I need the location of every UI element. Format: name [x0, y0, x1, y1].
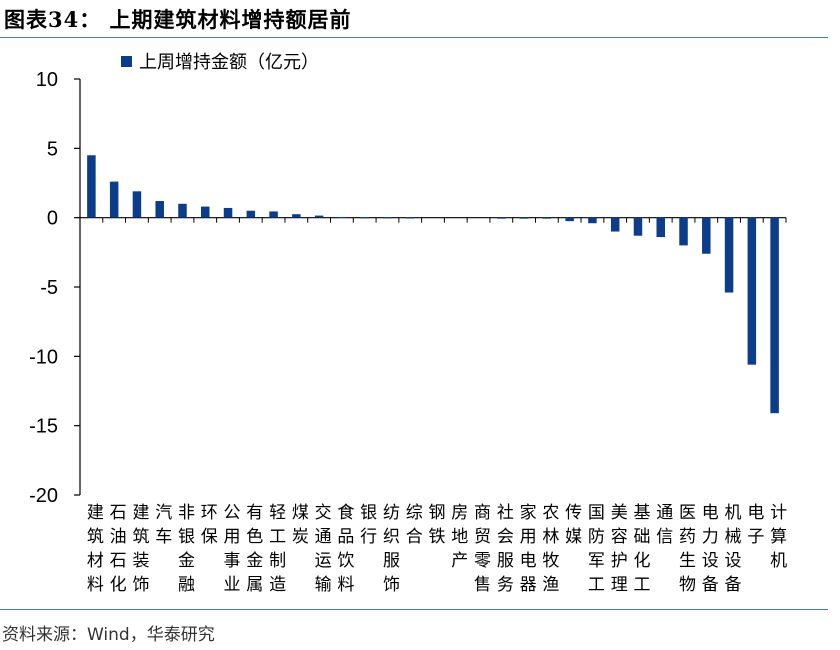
bar-电子 — [747, 217, 757, 365]
bar-机械设备 — [724, 217, 734, 293]
category-label: 美容护理 — [611, 503, 628, 595]
category-label: 家用电器 — [520, 503, 537, 595]
category-label: 轻工制造 — [269, 503, 286, 595]
category-label: 通信 — [656, 503, 673, 547]
category-label: 房地产 — [451, 503, 468, 571]
bar-环保 — [201, 206, 210, 218]
y-tick-label: -15 — [29, 416, 58, 438]
bar-银行 — [360, 217, 369, 219]
category-label: 农林牧渔 — [542, 503, 559, 595]
category-label: 综合 — [406, 503, 423, 547]
bar-传媒 — [565, 217, 574, 222]
category-label: 交通运输 — [315, 503, 332, 595]
bar-轻工制造 — [269, 211, 278, 218]
category-label: 电力设备 — [702, 503, 719, 595]
bar-建筑装饰 — [132, 191, 142, 218]
bar-纺织服饰 — [383, 217, 392, 219]
category-label: 非银金融 — [178, 503, 195, 595]
y-tick-label: 0 — [47, 208, 58, 230]
category-label: 汽车 — [155, 503, 172, 547]
figure-title: 图表34： 上期建筑材料增持额居前 — [4, 7, 352, 32]
category-label: 电子 — [747, 503, 764, 547]
category-label: 纺织服饰 — [383, 503, 400, 595]
bar-医药生物 — [679, 217, 688, 246]
bar-国防军工 — [588, 217, 597, 224]
bar-煤炭 — [292, 214, 301, 218]
bar-农林牧渔 — [542, 217, 552, 219]
legend-swatch — [121, 56, 132, 67]
category-label: 建筑装饰 — [132, 503, 149, 595]
bar-综合 — [405, 217, 415, 219]
category-label: 煤炭 — [292, 503, 309, 547]
source-note: 资料来源：Wind，华泰研究 — [2, 625, 215, 645]
bar-建筑材料 — [87, 155, 96, 218]
category-label: 商贸零售 — [474, 503, 491, 595]
category-label: 环保 — [201, 503, 218, 547]
category-label: 机械设备 — [725, 503, 742, 595]
bar-美容护理 — [610, 217, 620, 232]
bar-社会服务 — [497, 217, 506, 219]
bar-食品饮料 — [337, 216, 347, 218]
category-label: 计算机 — [770, 503, 787, 571]
category-label: 建筑材料 — [87, 503, 104, 595]
legend-label: 上周增持金额（亿元） — [139, 52, 319, 73]
category-label: 钢铁 — [429, 503, 446, 547]
bar-电力设备 — [702, 217, 711, 254]
bar-汽车 — [155, 201, 164, 218]
title-divider — [0, 37, 828, 38]
category-label: 国防军工 — [588, 503, 605, 595]
category-label: 银行 — [360, 503, 377, 547]
bar-交通运输 — [314, 215, 324, 218]
y-tick-label: -20 — [29, 485, 58, 507]
bar-非银金融 — [178, 203, 187, 218]
category-label: 有色金属 — [246, 503, 263, 595]
bar-有色金属 — [246, 210, 256, 218]
bar-通信 — [656, 217, 665, 238]
bar-石油石化 — [109, 181, 119, 218]
y-tick-label: -10 — [29, 346, 58, 368]
y-tick-label: 10 — [36, 69, 58, 91]
category-label: 食品饮料 — [337, 503, 354, 595]
y-tick-label: -5 — [40, 277, 58, 299]
bar-公用事业 — [223, 207, 233, 218]
category-label: 公用事业 — [224, 503, 241, 595]
bar-计算机 — [770, 217, 779, 414]
bar-家用电器 — [519, 217, 529, 219]
y-tick-label: 5 — [47, 138, 58, 160]
category-label: 医药生物 — [679, 503, 696, 595]
category-label: 社会服务 — [497, 503, 514, 595]
category-label: 传媒 — [565, 503, 582, 547]
category-label: 基础化工 — [633, 503, 650, 595]
category-label: 石油石化 — [110, 503, 127, 595]
bar-基础化工 — [633, 217, 643, 236]
footer-divider — [0, 609, 828, 610]
